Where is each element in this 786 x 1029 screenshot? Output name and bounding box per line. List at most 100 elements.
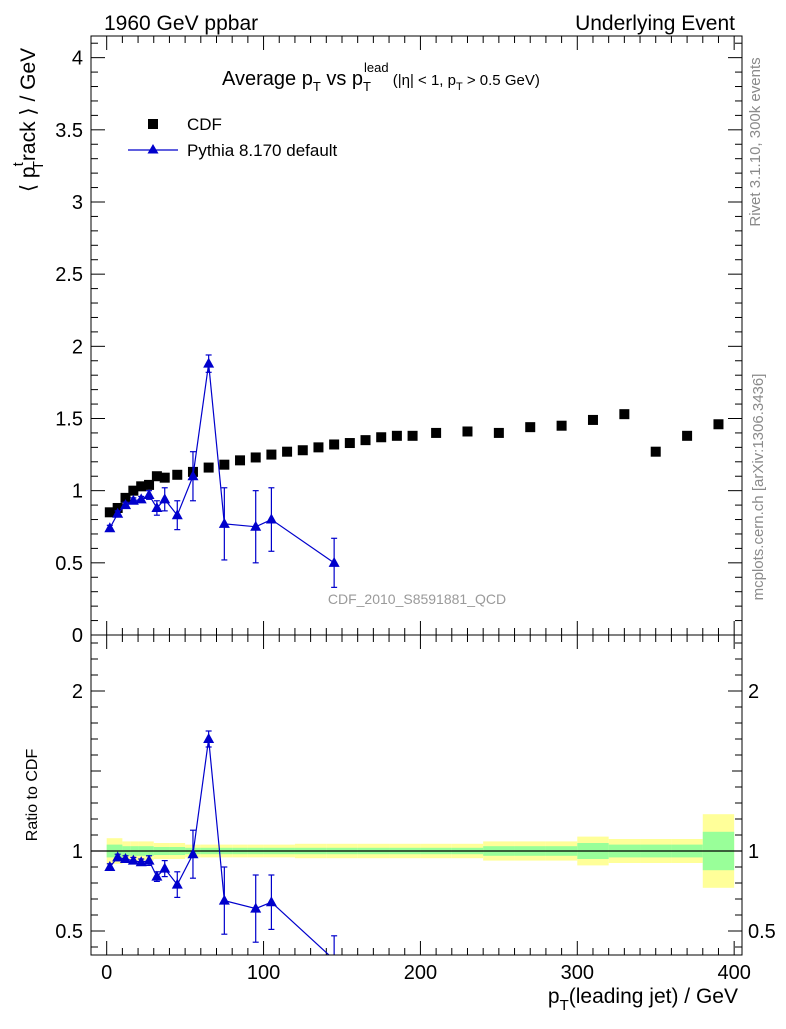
cdf-data-point <box>525 422 536 433</box>
ratio-y-tick-label-right: 2 <box>748 681 759 703</box>
pythia-data-point <box>187 470 199 481</box>
pythia-data-point <box>171 509 183 520</box>
x-tick-label: 300 <box>561 962 594 984</box>
cdf-data-point <box>235 455 246 466</box>
legend-marker-pythia <box>147 144 159 154</box>
ratio-pythia-data-point <box>203 733 215 743</box>
cdf-data-point <box>376 432 387 443</box>
cdf-data-point <box>493 427 504 438</box>
cdf-data-point <box>619 409 630 420</box>
main-title: Average pT vs pTlead (|η| < 1, pT > 0.5 … <box>222 60 540 94</box>
ratio-pythia-data-point <box>135 856 147 867</box>
cdf-data-point <box>713 419 724 430</box>
pythia-data-point <box>218 517 230 528</box>
cdf-data-point <box>266 449 277 460</box>
cdf-data-point <box>587 414 598 425</box>
main-y-tick-label: 2.5 <box>55 264 83 286</box>
pythia-data-point <box>203 357 215 368</box>
main-y-tick-label: 3 <box>72 192 83 214</box>
legend-label-cdf: CDF <box>187 115 222 134</box>
ratio-y-tick-label: 1 <box>72 841 83 863</box>
cdf-data-point <box>391 430 402 441</box>
analysis-watermark: CDF_2010_S8591881_QCD <box>328 591 506 607</box>
pythia-data-point <box>135 493 147 504</box>
cdf-data-point <box>650 446 661 457</box>
main-y-tick-label: 1 <box>72 481 83 503</box>
x-tick-label: 200 <box>404 962 437 984</box>
ratio-pythia-data-point <box>104 861 116 871</box>
main-y-tick-label: 3.5 <box>55 120 83 142</box>
cdf-data-point <box>407 430 418 441</box>
ratio-pythia-data-point <box>250 902 262 913</box>
main-y-tick-label: 0.5 <box>55 553 83 575</box>
cdf-data-point <box>297 445 308 456</box>
pythia-data-point <box>328 556 340 567</box>
pythia-data-point <box>104 522 116 533</box>
cdf-data-point <box>203 462 214 473</box>
pythia-data-point <box>127 494 139 505</box>
main-y-tick-label: 0 <box>72 625 83 647</box>
cdf-data-point <box>104 507 115 518</box>
header-left: 1960 GeV ppbar <box>104 12 258 35</box>
ratio-panel: 0.5 0.5 1 1 2 2 0 100 200 300 400 Ratio to CDF pT(… <box>24 634 776 1014</box>
ratio-pythia-data-point <box>218 894 230 905</box>
cdf-data-point <box>136 481 147 492</box>
ratio-pythia-data-point <box>159 862 171 873</box>
ratio-pythia-data-point <box>143 854 155 865</box>
ratio-y-tick-label: 2 <box>72 681 83 703</box>
legend-marker-cdf <box>148 119 158 129</box>
main-panel: 0 0.5 1 1.5 2 2.5 3 3.5 4 Average pT vs pTlead (… <box>10 35 743 647</box>
cdf-data-point <box>313 442 324 453</box>
pythia-data-point <box>151 501 163 512</box>
cdf-data-point <box>360 435 371 446</box>
cdf-data-point <box>128 485 139 496</box>
cdf-data-point <box>462 426 473 437</box>
x-tick-label: 0 <box>101 962 112 984</box>
legend: CDF Pythia 8.170 default <box>128 115 338 160</box>
ratio-pythia-data-point <box>127 854 139 865</box>
ratio-frame <box>90 634 743 956</box>
cdf-data-point <box>120 492 131 503</box>
pythia-data-point <box>250 520 262 531</box>
cdf-data-point <box>219 459 230 470</box>
cdf-data-point <box>151 471 162 482</box>
main-y-tick-label: 2 <box>72 336 83 358</box>
ratio-pythia-data-point <box>171 878 183 889</box>
ratio-y-label: Ratio to CDF <box>24 749 41 842</box>
ratio-y-tick-label-right: 0.5 <box>748 921 776 943</box>
main-y-tick-label: 4 <box>72 48 83 70</box>
pythia-data-point <box>159 493 171 504</box>
cdf-data-point <box>344 438 355 449</box>
cdf-data-point <box>431 427 442 438</box>
header-right: Underlying Event <box>575 12 735 35</box>
legend-label-pythia: Pythia 8.170 default <box>187 141 338 160</box>
ratio-pythia-data-point <box>187 848 199 859</box>
ratio-pythia-data-point <box>120 853 132 863</box>
cdf-data-point <box>556 420 567 431</box>
ratio-pythia-data-point <box>265 896 277 907</box>
ratio-pythia-data-point <box>112 851 124 862</box>
main-y-tick-label: 1.5 <box>55 408 83 430</box>
x-axis-label: pT(leading jet) / GeV <box>548 985 738 1014</box>
main-y-label: ⟨ pt Track ⟩ / GeV <box>10 48 47 192</box>
ratio-pythia-data-point <box>151 870 163 881</box>
cdf-data-point <box>159 472 170 483</box>
cdf-data-point <box>144 479 155 490</box>
pythia-data-point <box>112 507 124 518</box>
x-tick-label: 400 <box>717 962 750 984</box>
ratio-series-group <box>104 730 338 955</box>
rivet-label: Rivet 3.1.10, 300k events <box>747 57 764 226</box>
cdf-data-point <box>250 452 261 463</box>
cdf-data-point <box>329 439 340 450</box>
ratio-y-tick-label-right: 1 <box>748 841 759 863</box>
pythia-data-point <box>120 499 132 510</box>
x-tick-label: 100 <box>247 962 280 984</box>
ratio-y-tick-label: 0.5 <box>55 921 83 943</box>
cdf-data-point <box>682 430 693 441</box>
mcplots-label: mcplots.cern.ch [arXiv:1306.3436] <box>750 374 767 601</box>
pythia-data-point <box>265 513 277 524</box>
pythia-data-point <box>143 488 155 499</box>
cdf-data-point <box>282 446 293 457</box>
cdf-data-point <box>172 469 183 480</box>
